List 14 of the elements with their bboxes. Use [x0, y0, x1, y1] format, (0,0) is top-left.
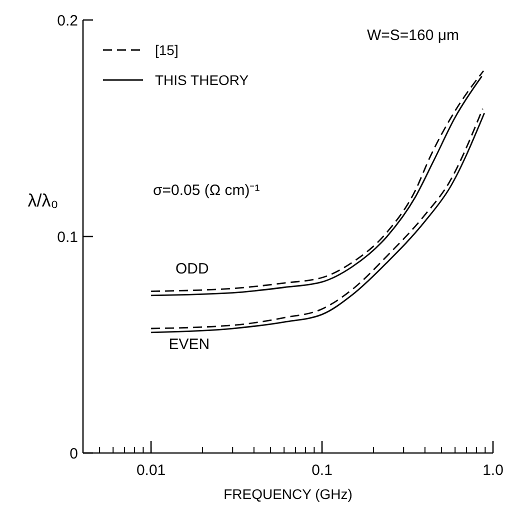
x-tick-label: 1.0: [482, 462, 504, 479]
annotation: ODD: [175, 260, 209, 278]
y-axis-title: λ/λ₀: [28, 190, 58, 210]
annotation: W=S=160 μm: [366, 27, 460, 44]
y-tick-label: 0: [70, 445, 78, 462]
y-tick-label: 0.2: [57, 12, 78, 30]
legend-label: [15]: [155, 42, 178, 58]
annotation: σ=0.05 (Ω cm)⁻¹: [153, 182, 260, 199]
annotation: EVEN: [168, 336, 210, 354]
x-tick-label: 0.01: [136, 462, 166, 479]
y-tick-label: 0.1: [57, 228, 78, 246]
legend-label: THIS THEORY: [155, 72, 250, 88]
x-tick-label: 0.1: [312, 462, 332, 479]
x-axis-title: FREQUENCY (GHz): [224, 486, 352, 502]
